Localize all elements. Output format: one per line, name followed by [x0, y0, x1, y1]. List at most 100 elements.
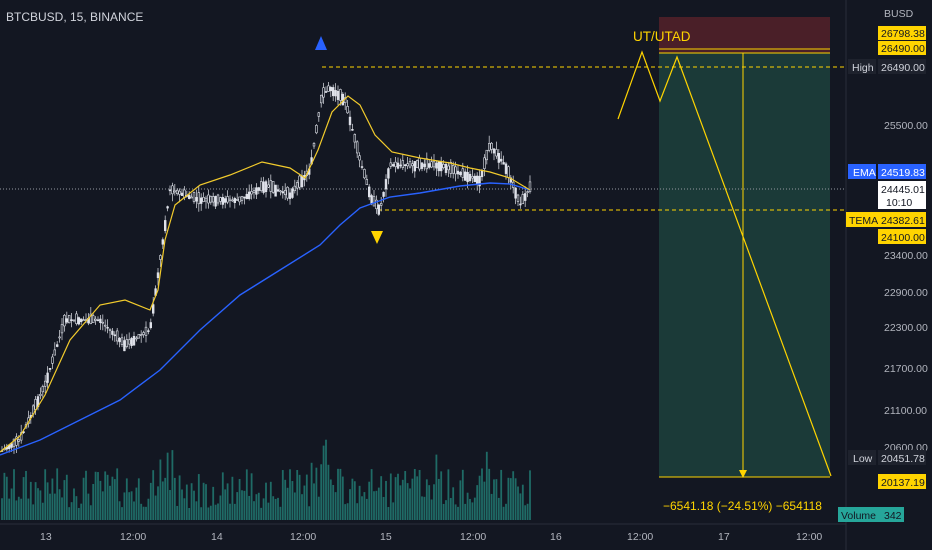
volume-bar [41, 502, 44, 520]
time-tick: 12:00 [796, 531, 822, 543]
volume-bar [97, 472, 99, 520]
candle-body [240, 195, 244, 201]
triangle-down-icon [371, 231, 383, 244]
candle-body [180, 192, 184, 196]
volume-bar [145, 506, 147, 520]
volume-bar [183, 498, 186, 520]
candle-body [34, 399, 37, 410]
volume-bar [493, 479, 495, 520]
volume-bar [442, 503, 445, 520]
candle-body [406, 163, 409, 167]
volume-bar [125, 478, 128, 520]
volume-bar [529, 470, 531, 520]
candle-body [140, 334, 143, 336]
time-tick: 17 [718, 531, 730, 543]
symbol-title[interactable]: BTCBUSD, 15, BINANCE [6, 10, 144, 24]
volume-bar [526, 503, 529, 520]
volume-bar [406, 483, 409, 520]
volume-bar [236, 492, 239, 520]
stop-zone[interactable] [659, 17, 830, 53]
ema-tag: EMA [853, 167, 876, 179]
candle-body [132, 335, 136, 346]
candle-body [370, 195, 373, 205]
candle-body [80, 318, 83, 323]
time-tick: 14 [211, 531, 223, 543]
volume-bar [428, 485, 431, 520]
volume-bar [1, 498, 3, 520]
high-tag: High [852, 62, 874, 74]
candle-body [471, 176, 474, 179]
candle-body [387, 168, 390, 179]
volume-bar [329, 479, 332, 520]
candle-body [495, 149, 498, 157]
volume-bar [435, 454, 438, 520]
tema-line[interactable] [0, 95, 531, 453]
volume-bar [190, 483, 193, 520]
volume-bar [109, 485, 111, 520]
volume-bar [111, 476, 114, 520]
candle-body [514, 187, 517, 199]
candle-body [389, 162, 392, 167]
candle-body [106, 326, 109, 329]
volume-bar [63, 480, 66, 520]
volume-bar [70, 502, 73, 520]
candle-body [483, 157, 486, 169]
volume-bar [495, 479, 498, 520]
volume-bar [356, 503, 359, 520]
volume-bar [267, 502, 270, 520]
volume-bar [337, 468, 339, 520]
candle-body [466, 172, 469, 183]
candle-body [312, 142, 316, 147]
volume-bar [478, 475, 481, 520]
volume-bar [514, 478, 517, 520]
candle-body [358, 155, 361, 161]
high-value-bg [878, 59, 926, 74]
volume-bar [58, 489, 61, 520]
candle-body [399, 164, 402, 167]
volume-bar [61, 497, 63, 520]
volume-bar [517, 486, 519, 520]
volume-bar [207, 507, 210, 520]
candle-body [394, 161, 397, 168]
volume-tag: Volume [841, 510, 876, 522]
candle-body [94, 318, 97, 321]
volume-bar [56, 468, 59, 520]
volume-bar [344, 504, 347, 520]
volume-bar [368, 481, 371, 520]
candle-body [116, 330, 119, 342]
volume-bar [490, 493, 493, 520]
candle-body [48, 367, 52, 370]
price-scale[interactable] [846, 0, 932, 550]
candle-body [255, 187, 258, 195]
volume-bar [397, 473, 399, 520]
volume-bar [253, 501, 255, 520]
candle-body [55, 344, 59, 347]
tema-value-bg [878, 212, 926, 227]
candle-body [274, 184, 277, 197]
candle-body [401, 160, 404, 168]
candle-body [442, 164, 445, 169]
volume-bar [423, 496, 426, 520]
triangle-up-icon [315, 36, 327, 50]
candle-body [408, 161, 412, 168]
volume-bar [142, 506, 145, 520]
ema-line[interactable] [0, 182, 531, 456]
candle-body [516, 194, 520, 202]
candle-body [161, 239, 164, 245]
volume-bar [310, 462, 313, 520]
volume-bar [121, 507, 123, 520]
volume-bar [154, 495, 157, 520]
volume-bar [327, 464, 330, 520]
volume-bar [411, 478, 414, 520]
volume-bar [449, 498, 452, 520]
candle-body [63, 314, 66, 327]
target-zone[interactable] [659, 53, 830, 477]
tema-tag-bg [846, 212, 878, 227]
volume-bar [118, 501, 121, 520]
volume-bar [387, 507, 390, 520]
candle-body [159, 255, 162, 260]
projection-path[interactable] [617, 50, 832, 477]
volume-bar [248, 495, 251, 520]
volume-bar [113, 479, 116, 520]
